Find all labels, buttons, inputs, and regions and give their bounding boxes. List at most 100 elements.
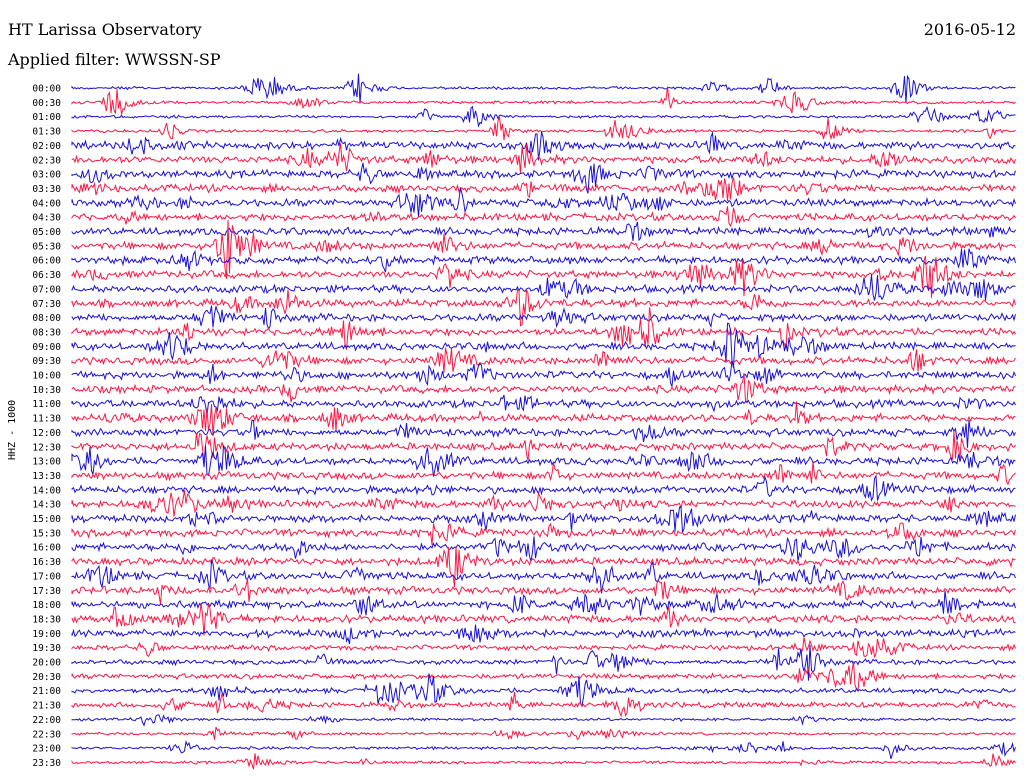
row-label: 07:30 <box>32 299 61 310</box>
trace-line <box>71 692 1016 718</box>
row-label: 12:00 <box>32 428 61 439</box>
record-date: 2016-05-12 <box>923 20 1016 39</box>
row-label: 01:00 <box>32 112 61 123</box>
row-label: 11:00 <box>32 399 61 410</box>
trace-line <box>71 274 1016 301</box>
row-label: 23:00 <box>32 744 61 755</box>
trace-line <box>71 506 1016 533</box>
row-label: 16:00 <box>32 543 61 554</box>
trace-line <box>71 131 1016 161</box>
row-label: 05:30 <box>32 241 61 252</box>
row-label-group: 00:00 00:30 01:00 01:30 02:00 02:30 03:00 03:30… <box>32 84 61 769</box>
trace-line <box>71 248 1016 273</box>
row-label: 10:30 <box>32 385 61 396</box>
row-label: 21:30 <box>32 701 61 712</box>
trace-line <box>71 372 1016 404</box>
row-label: 13:00 <box>32 457 61 468</box>
row-label: 09:30 <box>32 356 61 367</box>
trace-line <box>71 86 1016 115</box>
row-label: 00:30 <box>32 98 61 109</box>
row-label: 14:00 <box>32 485 61 496</box>
trace-line <box>71 578 1016 605</box>
row-label: 11:30 <box>32 414 61 425</box>
trace-line <box>71 255 1016 298</box>
row-label: 06:30 <box>32 270 61 281</box>
row-label: 01:30 <box>32 127 61 138</box>
filter-label: Applied filter: WWSSN-SP <box>8 50 221 69</box>
trace-line <box>71 637 1016 658</box>
row-label: 15:30 <box>32 528 61 539</box>
row-label: 03:30 <box>32 184 61 195</box>
row-label: 08:00 <box>32 313 61 324</box>
row-label: 08:30 <box>32 327 61 338</box>
trace-line <box>71 347 1016 373</box>
trace-line <box>71 401 1016 437</box>
row-label: 00:00 <box>32 84 61 95</box>
row-label: 02:00 <box>32 141 61 152</box>
trace-line <box>71 661 1016 692</box>
trace-line <box>71 162 1016 194</box>
trace-line <box>71 206 1016 227</box>
trace-line <box>71 360 1016 387</box>
row-label: 09:00 <box>32 342 61 353</box>
row-label: 13:30 <box>32 471 61 482</box>
trace-line <box>71 590 1016 616</box>
row-label: 19:00 <box>32 629 61 640</box>
row-label: 19:30 <box>32 643 61 654</box>
trace-line <box>71 116 1016 141</box>
row-label: 20:30 <box>32 672 61 683</box>
trace-line <box>71 322 1016 369</box>
row-label: 20:00 <box>32 658 61 669</box>
row-label: 10:00 <box>32 371 61 382</box>
trace-line <box>71 536 1016 562</box>
row-label: 06:00 <box>32 256 61 267</box>
trace-line <box>71 444 1016 477</box>
trace-group <box>71 73 1016 770</box>
row-label: 04:30 <box>32 213 61 224</box>
trace-line <box>71 603 1016 636</box>
row-label: 21:00 <box>32 686 61 697</box>
trace-line <box>71 419 1016 448</box>
station-title: HT Larissa Observatory <box>8 20 202 39</box>
row-label: 23:30 <box>32 758 61 769</box>
row-label: 05:00 <box>32 227 61 238</box>
row-label: 14:30 <box>32 500 61 511</box>
trace-line <box>71 219 1016 279</box>
row-label: 18:00 <box>32 600 61 611</box>
trace-line <box>71 394 1016 416</box>
trace-line <box>71 187 1016 218</box>
trace-line <box>71 288 1016 327</box>
row-label: 03:00 <box>32 170 61 181</box>
trace-line <box>71 221 1016 242</box>
trace-line <box>71 73 1016 104</box>
trace-line <box>71 474 1016 502</box>
row-label: 07:00 <box>32 284 61 295</box>
row-label: 22:00 <box>32 715 61 726</box>
trace-line <box>71 740 1016 760</box>
trace-line <box>71 673 1016 708</box>
trace-line <box>71 753 1016 770</box>
trace-line <box>71 714 1016 727</box>
trace-line <box>71 559 1016 594</box>
trace-line <box>71 143 1016 174</box>
channel-label: HHZ - 1000 <box>7 400 18 460</box>
row-label: 22:30 <box>32 729 61 740</box>
trace-line <box>71 522 1016 546</box>
row-label: 02:30 <box>32 155 61 166</box>
trace-line <box>71 726 1016 741</box>
row-label: 04:00 <box>32 198 61 209</box>
row-label: 16:30 <box>32 557 61 568</box>
trace-line <box>71 307 1016 350</box>
row-label: 15:00 <box>32 514 61 525</box>
trace-line <box>71 431 1016 464</box>
trace-line <box>71 624 1016 645</box>
trace-line <box>71 490 1016 517</box>
trace-line <box>71 461 1016 486</box>
row-label: 12:30 <box>32 442 61 453</box>
trace-line <box>71 177 1016 202</box>
row-label: 17:00 <box>32 571 61 582</box>
row-label: 18:30 <box>32 614 61 625</box>
trace-line <box>71 305 1016 330</box>
trace-line <box>71 644 1016 681</box>
